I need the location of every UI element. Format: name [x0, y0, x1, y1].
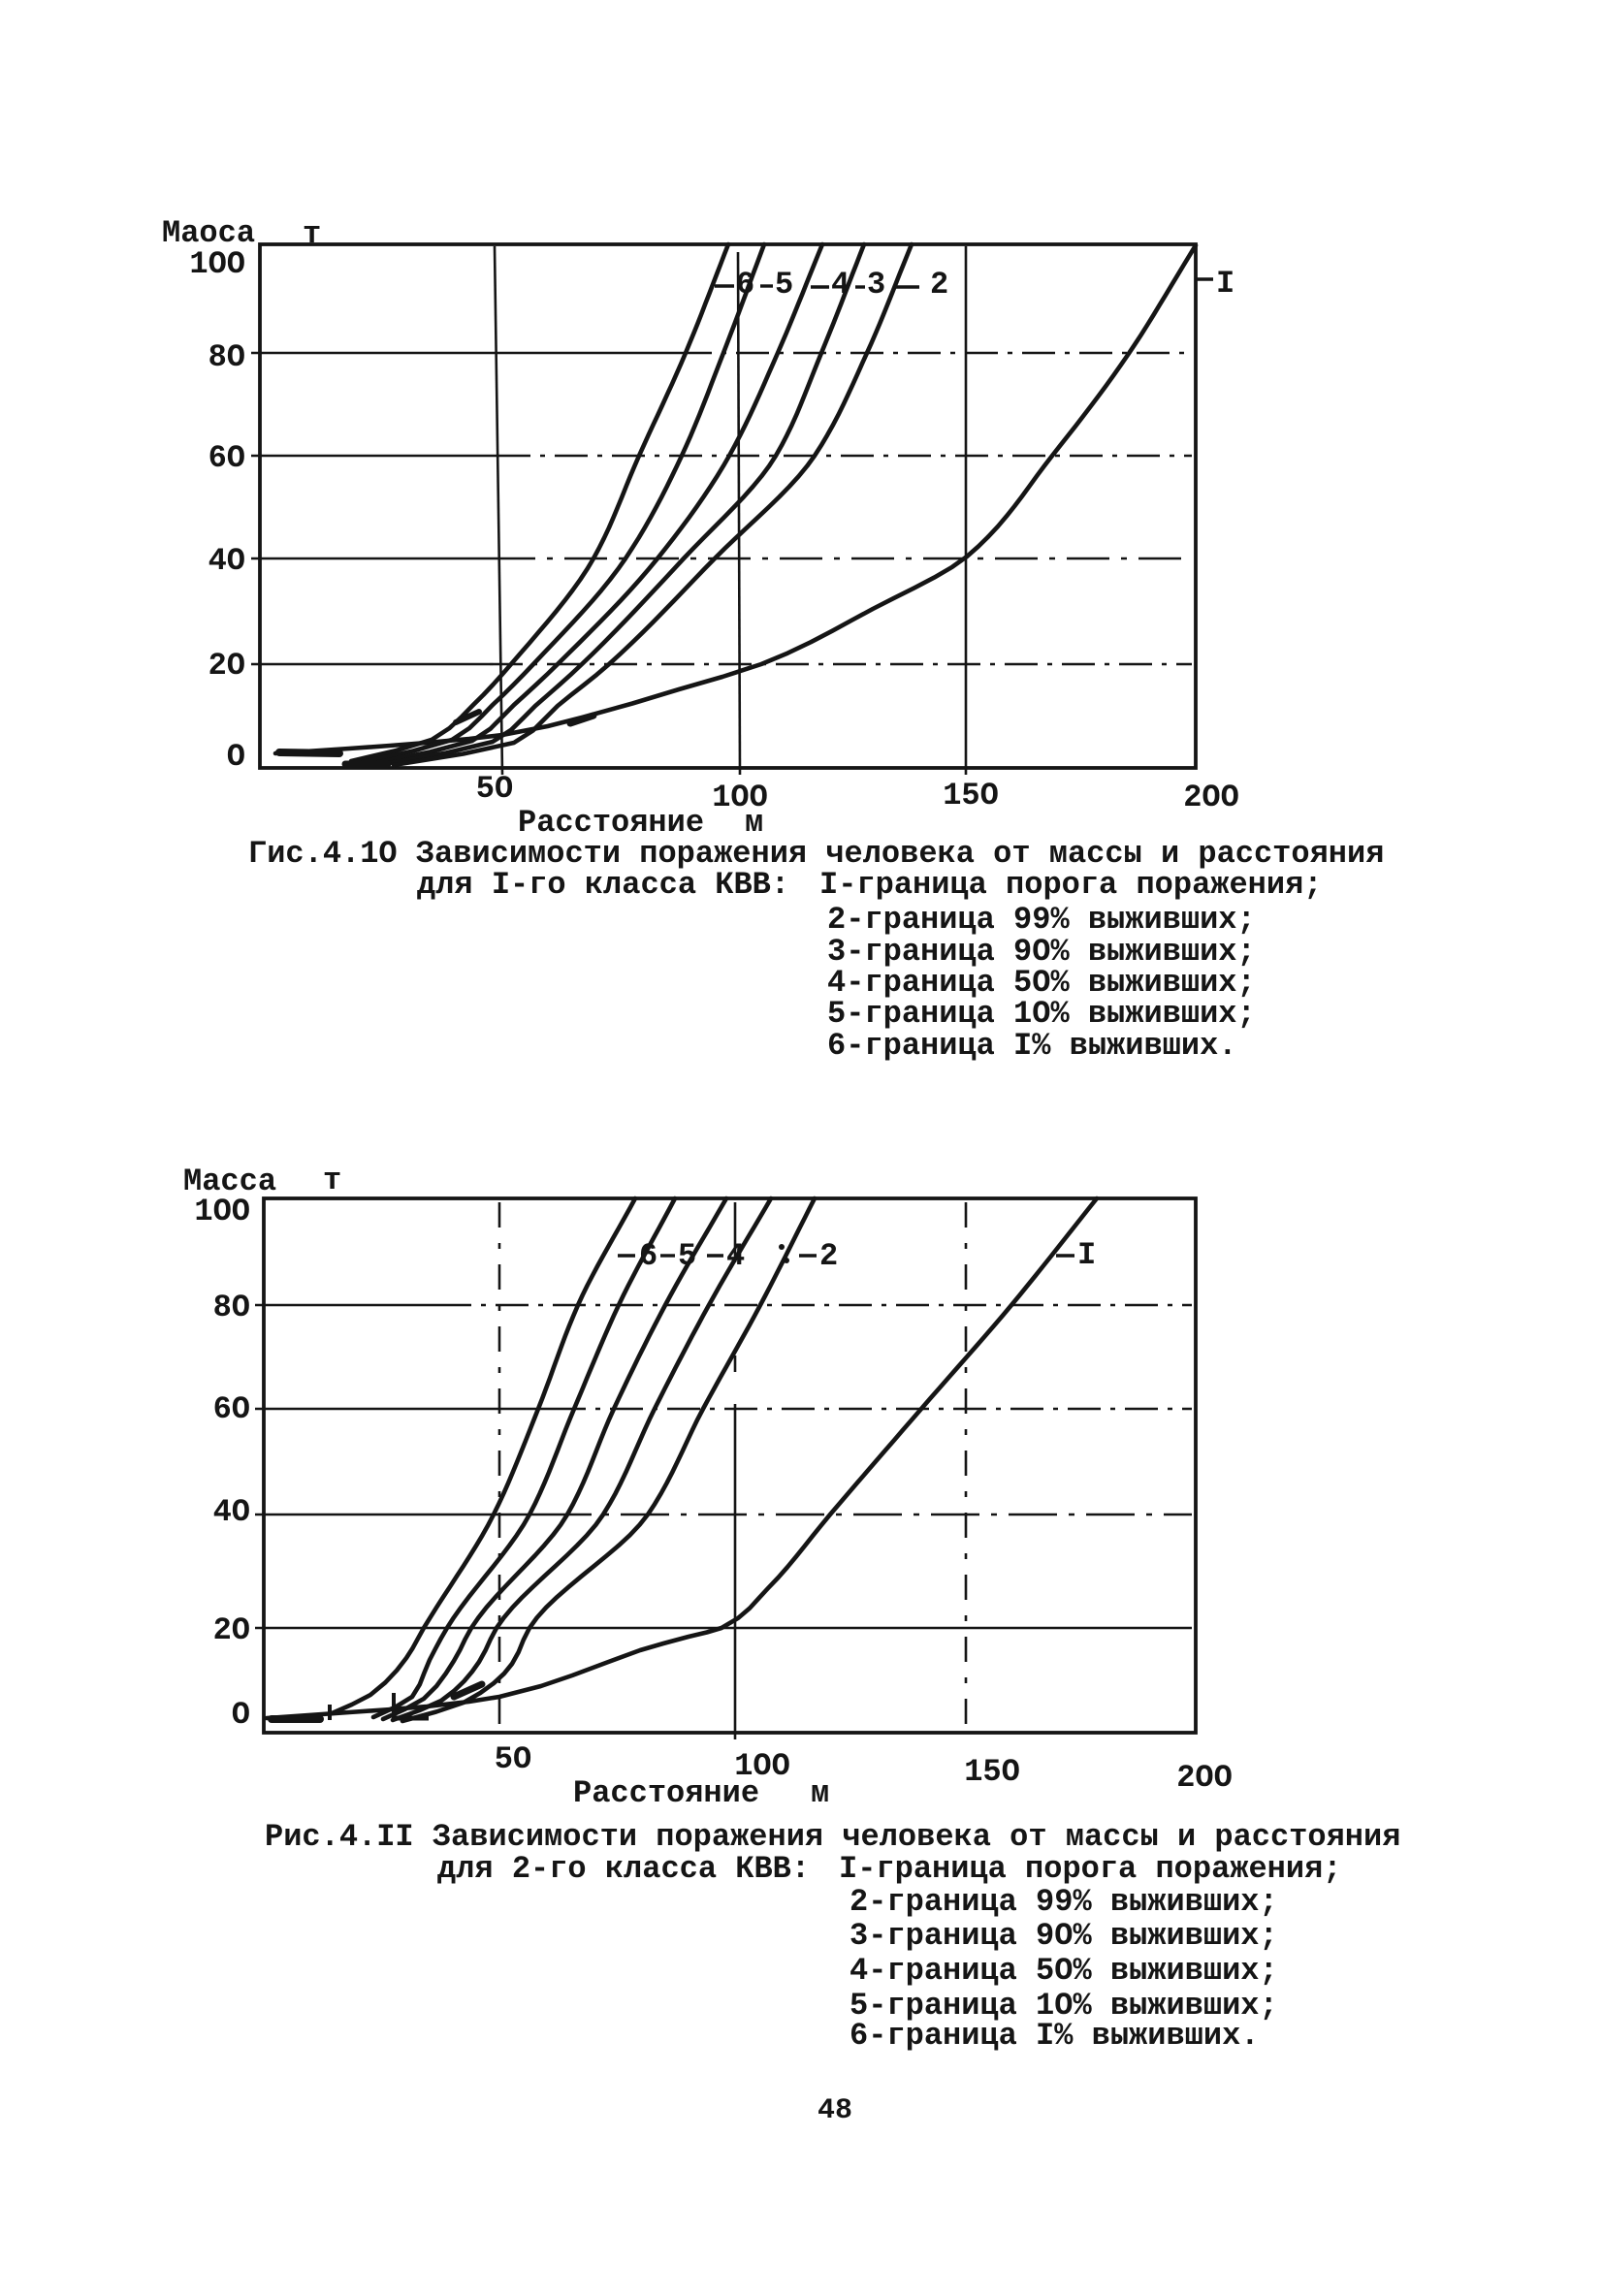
svg-text:1ОО: 1ОО [189, 246, 245, 282]
svg-text:6О: 6О [213, 1391, 250, 1427]
svg-text:Маоса: Маоса [162, 215, 255, 251]
svg-text:2: 2 [930, 267, 948, 303]
svg-text:2ОО: 2ОО [1183, 780, 1239, 815]
svg-text:I: I [1077, 1237, 1096, 1273]
svg-text:6: 6 [736, 267, 754, 303]
svg-text:т: т [323, 1163, 341, 1198]
svg-text:для 2-го класса КВВ:: для 2-го класса КВВ: [437, 1851, 810, 1887]
svg-text:Гис.4.1О Зависимости поражения: Гис.4.1О Зависимости поражения человека … [248, 836, 1384, 872]
svg-text:4: 4 [726, 1238, 745, 1274]
svg-text:2-граница 99% выживших;: 2-граница 99% выживших; [850, 1884, 1278, 1920]
svg-text:3: 3 [867, 267, 885, 303]
svg-text:5: 5 [678, 1238, 696, 1274]
svg-text:5О: 5О [476, 771, 513, 807]
svg-text:т: т [303, 216, 321, 252]
svg-text:15О: 15О [964, 1754, 1020, 1790]
svg-text:4: 4 [831, 267, 850, 303]
svg-text:5-граница 1О% выживших;: 5-граница 1О% выживших; [827, 996, 1256, 1032]
svg-text:2О: 2О [208, 648, 245, 684]
svg-text:15О: 15О [943, 778, 999, 813]
svg-text:I-граница порога поражения;: I-граница порога поражения; [839, 1851, 1341, 1887]
svg-text:О: О [232, 1697, 250, 1733]
svg-text:м: м [745, 805, 763, 841]
svg-text:2: 2 [819, 1238, 838, 1274]
svg-text:6-граница I% выживших.: 6-граница I% выживших. [827, 1028, 1236, 1064]
svg-text:О: О [227, 739, 245, 775]
svg-text:3-граница 9О% выживших;: 3-граница 9О% выживших; [827, 934, 1256, 970]
svg-text:4О: 4О [213, 1494, 250, 1530]
svg-text:м: м [811, 1775, 829, 1811]
svg-text:4-граница 5О% выживших;: 4-граница 5О% выживших; [827, 965, 1256, 1001]
svg-text:2-граница 99% выживших;: 2-граница 99% выживших; [827, 902, 1256, 938]
svg-text:2О: 2О [213, 1612, 250, 1648]
svg-text:5-граница 1О% выживших;: 5-граница 1О% выживших; [850, 1988, 1278, 2024]
svg-text:4-граница 5О% выживших;: 4-граница 5О% выживших; [850, 1953, 1278, 1989]
svg-text:6: 6 [639, 1238, 657, 1274]
svg-text:1ОО: 1ОО [194, 1194, 250, 1229]
svg-text:6-граница I% выживших.: 6-граница I% выживших. [850, 2018, 1259, 2054]
svg-text:Расстояние: Расстояние [573, 1775, 759, 1811]
svg-text:6О: 6О [208, 440, 245, 476]
svg-text:5О: 5О [495, 1741, 531, 1777]
svg-text:для I-го класса КВВ:: для I-го класса КВВ: [417, 867, 789, 903]
svg-text:4О: 4О [208, 543, 245, 579]
svg-text:5: 5 [775, 267, 793, 303]
svg-text:1ОО: 1ОО [734, 1748, 790, 1784]
svg-text:I: I [1216, 266, 1234, 302]
svg-text:3-граница 9О% выживших;: 3-граница 9О% выживших; [850, 1918, 1278, 1954]
svg-text:Масса: Масса [183, 1164, 276, 1199]
svg-text:8О: 8О [213, 1290, 250, 1325]
svg-text:8О: 8О [208, 339, 245, 375]
svg-text:Расстояние: Расстояние [518, 805, 704, 841]
svg-text:2ОО: 2ОО [1176, 1760, 1233, 1796]
svg-text:48: 48 [818, 2094, 852, 2127]
svg-text:Рис.4.II Зависимости поражения: Рис.4.II Зависимости поражения человека … [265, 1819, 1400, 1855]
svg-text:I-граница порога поражения;: I-граница порога поражения; [819, 867, 1322, 903]
svg-text:1ОО: 1ОО [712, 780, 768, 815]
